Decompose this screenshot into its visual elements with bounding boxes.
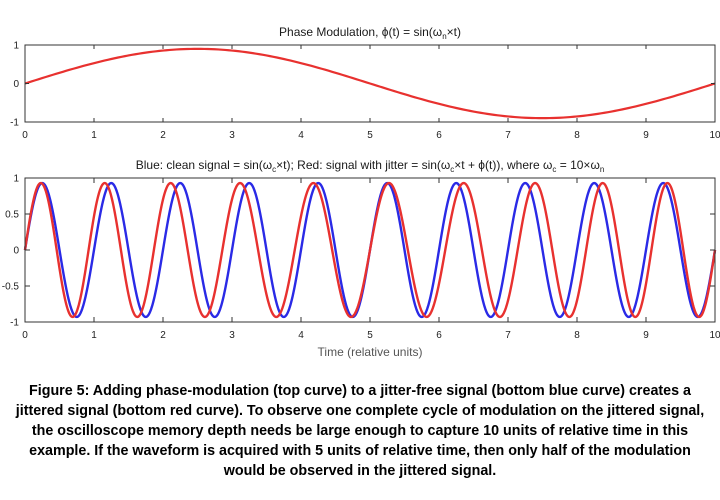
y-tick-label: -0.5 — [2, 282, 20, 293]
series-line-red — [23, 181, 717, 319]
x-tick-label: 8 — [574, 330, 580, 341]
y-tick-label: 0.5 — [5, 210, 19, 221]
x-tick-label: 7 — [505, 130, 511, 141]
y-tick-label: -1 — [10, 318, 19, 329]
y-tick-label: 0 — [13, 79, 19, 90]
x-tick-label: 6 — [436, 330, 442, 341]
chart-title: Blue: clean signal = sin(ωc×t); Red: sig… — [136, 158, 605, 174]
x-tick-label: 5 — [367, 330, 373, 341]
x-tick-label: 3 — [229, 130, 235, 141]
x-tick-label: 3 — [229, 330, 235, 341]
figure-caption: Figure 5: Adding phase-modulation (top c… — [0, 381, 720, 481]
caption-line-4: example. If the waveform is acquired wit… — [29, 443, 691, 459]
caption-line-1: Figure 5: Adding phase-modulation (top c… — [29, 383, 691, 399]
x-tick-label: 9 — [643, 130, 649, 141]
x-tick-label: 7 — [505, 330, 511, 341]
x-tick-label: 10 — [709, 330, 720, 341]
y-tick-label: 0 — [13, 246, 19, 257]
x-tick-label: 0 — [22, 330, 28, 341]
x-tick-label: 4 — [298, 330, 304, 341]
series-line-red — [24, 47, 716, 120]
x-tick-label: 1 — [91, 330, 97, 341]
figure-canvas: Phase Modulation, ϕ(t) = sin(ωn×t) 0 1 2 3 4 5… — [2, 25, 720, 359]
phase-modulation-plot: Phase Modulation, ϕ(t) = sin(ωn×t) 0 1 2 3 4 5… — [10, 25, 720, 141]
x-tick-label: 2 — [160, 130, 166, 141]
y-tick-label: 1 — [13, 41, 19, 52]
x-tick-label: 1 — [91, 130, 97, 141]
x-axis-label: Time (relative units) — [318, 345, 423, 359]
x-tick-label: 5 — [367, 130, 373, 141]
chart-title: Phase Modulation, ϕ(t) = sin(ωn×t) — [279, 25, 461, 41]
x-tick-label: 2 — [160, 330, 166, 341]
x-tick-label: 10 — [709, 130, 720, 141]
x-tick-label: 9 — [643, 330, 649, 341]
x-tick-label: 4 — [298, 130, 304, 141]
x-tick-label: 0 — [22, 130, 28, 141]
x-tick-label: 6 — [436, 130, 442, 141]
caption-line-3: the oscilloscope memory depth needs be l… — [31, 423, 689, 439]
caption-line-5: would be observed in the jittered signal… — [223, 463, 497, 479]
caption-line-2: jittered signal (bottom red curve). To o… — [15, 403, 705, 419]
signal-comparison-plot: Blue: clean signal = sin(ωc×t); Red: sig… — [2, 158, 720, 359]
y-tick-label: -1 — [10, 118, 19, 129]
x-tick-label: 8 — [574, 130, 580, 141]
y-tick-label: 1 — [13, 174, 19, 185]
